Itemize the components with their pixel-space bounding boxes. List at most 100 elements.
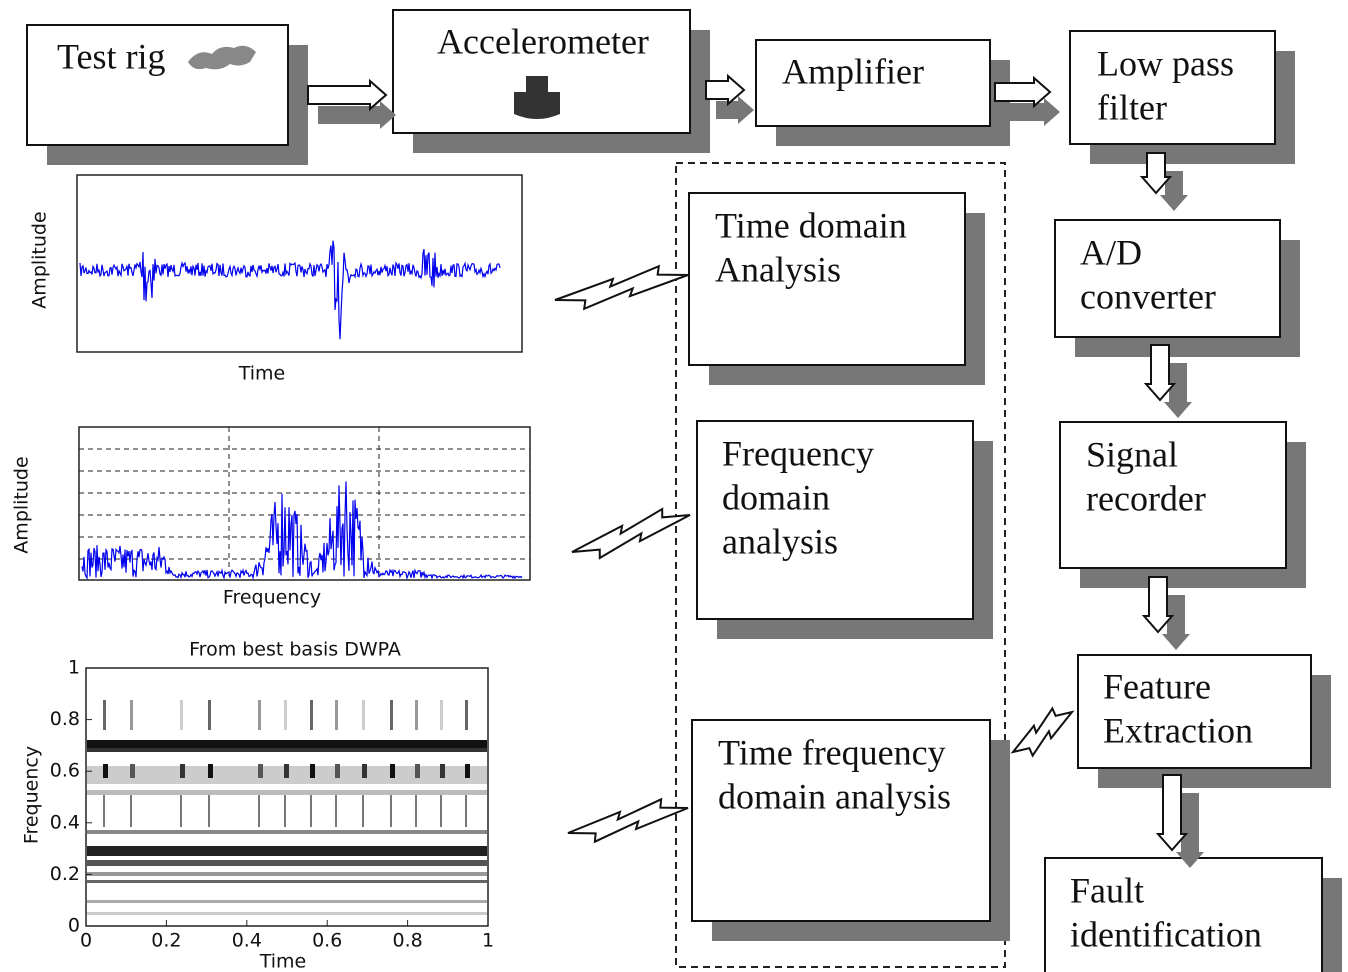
x-axis-label: Frequency	[223, 587, 321, 609]
box-label: A/D	[1080, 232, 1142, 272]
tick-stripe	[208, 764, 213, 778]
y-tick-label: 0.8	[50, 708, 80, 730]
tick-stripe	[415, 764, 420, 778]
x-tick-label: 0	[80, 930, 92, 952]
y-tick-label: 0.4	[50, 811, 80, 833]
box	[26, 24, 289, 146]
tick-stripe	[390, 764, 395, 778]
tick-stripe	[390, 795, 392, 827]
arrow	[1141, 576, 1175, 634]
box-label: Low pass	[1097, 43, 1234, 83]
tick-stripe	[465, 764, 470, 778]
x-tick-label: 0.4	[232, 930, 262, 952]
x-axis-label: Time	[259, 951, 307, 972]
tick-stripe	[310, 700, 313, 730]
arrow	[1155, 774, 1189, 852]
box	[1054, 219, 1281, 338]
plot-frame	[78, 426, 531, 581]
box-label: Accelerometer	[437, 21, 649, 61]
band	[87, 900, 487, 903]
tick-stripe	[103, 764, 108, 778]
band	[87, 860, 487, 866]
arrow	[705, 73, 746, 107]
sensor-icon	[514, 76, 560, 119]
box-label: Frequency	[722, 433, 874, 473]
box-label: recorder	[1086, 478, 1206, 518]
band	[87, 830, 487, 834]
box	[688, 192, 966, 366]
tick-stripe	[180, 700, 183, 730]
tick-stripe	[103, 700, 106, 730]
analysis-group	[675, 162, 1006, 968]
signal	[79, 240, 501, 340]
box-label: domain	[722, 477, 830, 517]
box-label: Extraction	[1103, 710, 1253, 750]
box-label: Amplifier	[782, 51, 924, 91]
tick-stripe	[335, 700, 338, 730]
box-label: Time domain	[715, 205, 907, 245]
tick-stripe	[180, 795, 182, 827]
arrow-shadow	[1176, 793, 1204, 868]
box	[691, 719, 991, 922]
arrow-shadow	[716, 96, 754, 124]
arrow	[994, 75, 1052, 109]
tick-stripe	[180, 764, 185, 778]
tick-stripe	[440, 700, 443, 730]
lightning	[567, 797, 689, 844]
band	[87, 748, 487, 752]
box-label: filter	[1097, 87, 1167, 127]
box	[1069, 30, 1276, 145]
lightning	[1010, 706, 1075, 758]
band	[87, 846, 487, 856]
tick-stripe	[440, 764, 445, 778]
arrow	[307, 78, 388, 112]
arrow-shadow	[1005, 98, 1060, 126]
box-label: identification	[1070, 914, 1262, 954]
tick-stripe	[130, 795, 132, 827]
y-tick-label: 0.2	[50, 863, 80, 885]
plot-title: From best basis DWPA	[189, 639, 401, 661]
band	[87, 790, 487, 795]
box-label: analysis	[722, 521, 838, 561]
tick-stripe	[208, 700, 211, 730]
gear-icon	[188, 45, 256, 70]
arrow-shadow	[1162, 595, 1190, 650]
tick-stripe	[258, 764, 263, 778]
box-label: domain analysis	[718, 776, 951, 816]
band	[87, 740, 487, 748]
tick-stripe	[258, 700, 261, 730]
box	[1044, 857, 1323, 972]
tick-stripe	[390, 700, 393, 730]
box-label: converter	[1080, 276, 1216, 316]
box-label: Time frequency	[718, 732, 946, 772]
tick-stripe	[335, 764, 340, 778]
band	[87, 880, 487, 883]
plot-frame	[76, 174, 523, 353]
box	[1077, 654, 1312, 769]
tick-stripe	[335, 795, 337, 827]
lightning	[571, 507, 691, 560]
tick-stripe	[362, 700, 365, 730]
lightning	[554, 264, 689, 311]
tick-stripe	[310, 764, 315, 778]
box-label: Test rig	[57, 36, 165, 76]
arrow	[1143, 344, 1177, 402]
tick-stripe	[465, 795, 467, 827]
tick-stripe	[208, 795, 210, 827]
box-label: Analysis	[715, 249, 841, 289]
tick-stripe	[284, 795, 286, 827]
tick-stripe	[362, 795, 364, 827]
band	[87, 872, 487, 876]
x-tick-label: 0.2	[151, 930, 181, 952]
tick-stripe	[440, 795, 442, 827]
box	[696, 420, 974, 620]
y-axis-label: Frequency	[21, 746, 43, 844]
y-axis-label: Amplitude	[11, 456, 33, 553]
tick-stripe	[258, 795, 260, 827]
spectrum	[81, 481, 523, 581]
arrow-shadow	[318, 101, 396, 129]
box	[1059, 421, 1287, 569]
y-tick-label: 0	[68, 915, 80, 937]
tick-stripe	[130, 700, 133, 730]
